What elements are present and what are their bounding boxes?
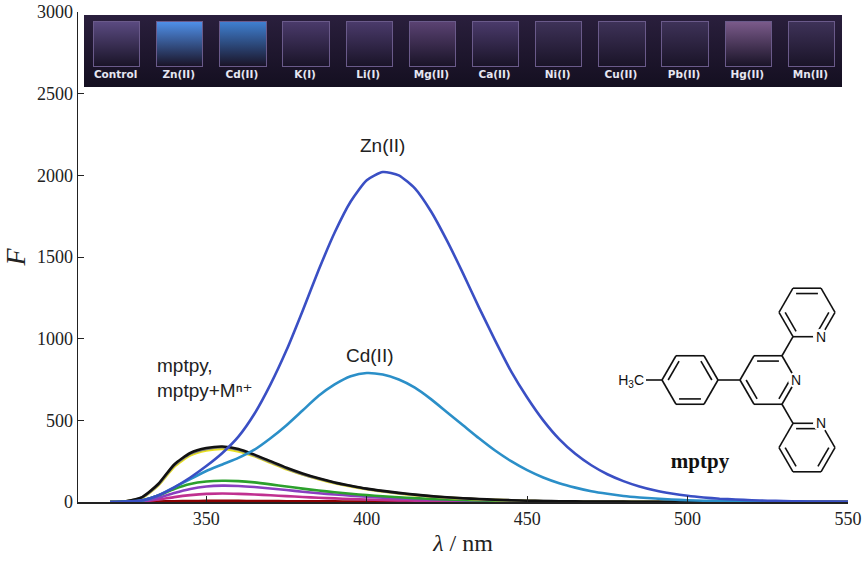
svg-text:N: N [791,372,801,388]
svg-text:500: 500 [674,509,701,529]
svg-text:0: 0 [64,492,73,512]
svg-text:Zn(II): Zn(II) [360,135,405,156]
svg-text:mptpy: mptpy [671,449,730,473]
html-text:Control: Control [93,68,138,80]
html-text:Cd(II): Cd(II) [225,68,259,80]
svg-text:350: 350 [193,509,220,529]
html-text:Zn(II): Zn(II) [162,68,195,80]
svg-text:500: 500 [46,411,73,431]
svg-text:H3C: H3C [618,372,644,390]
svg-text:400: 400 [353,509,380,529]
html-text:Pb(II): Pb(II) [667,68,701,80]
html-text:Ni(I): Ni(I) [544,68,571,80]
html-text:Mg(II): Mg(II) [413,68,450,80]
html-text:K(I): K(I) [294,68,316,80]
svg-text:F: F [0,248,31,267]
svg-text:N: N [816,329,826,345]
svg-text:Cd(II): Cd(II) [346,345,394,366]
svg-text:λ / nm: λ / nm [432,530,493,556]
html-text:Cu(II): Cu(II) [604,68,638,80]
html-text:Li(I): Li(I) [356,68,381,80]
svg-text:1500: 1500 [37,247,73,267]
html-text:Hg(II): Hg(II) [730,68,765,80]
html-text:Mn(II): Mn(II) [792,68,829,80]
svg-text:3000: 3000 [37,2,73,22]
svg-text:N: N [816,415,826,431]
svg-text:550: 550 [835,509,862,529]
html-text:Ca(II): Ca(II) [478,68,511,80]
svg-text:mptpy,mptpy+Mⁿ⁺: mptpy,mptpy+Mⁿ⁺ [157,355,253,401]
svg-text:450: 450 [514,509,541,529]
svg-text:2000: 2000 [37,166,73,186]
svg-text:1000: 1000 [37,329,73,349]
svg-text:2500: 2500 [37,84,73,104]
